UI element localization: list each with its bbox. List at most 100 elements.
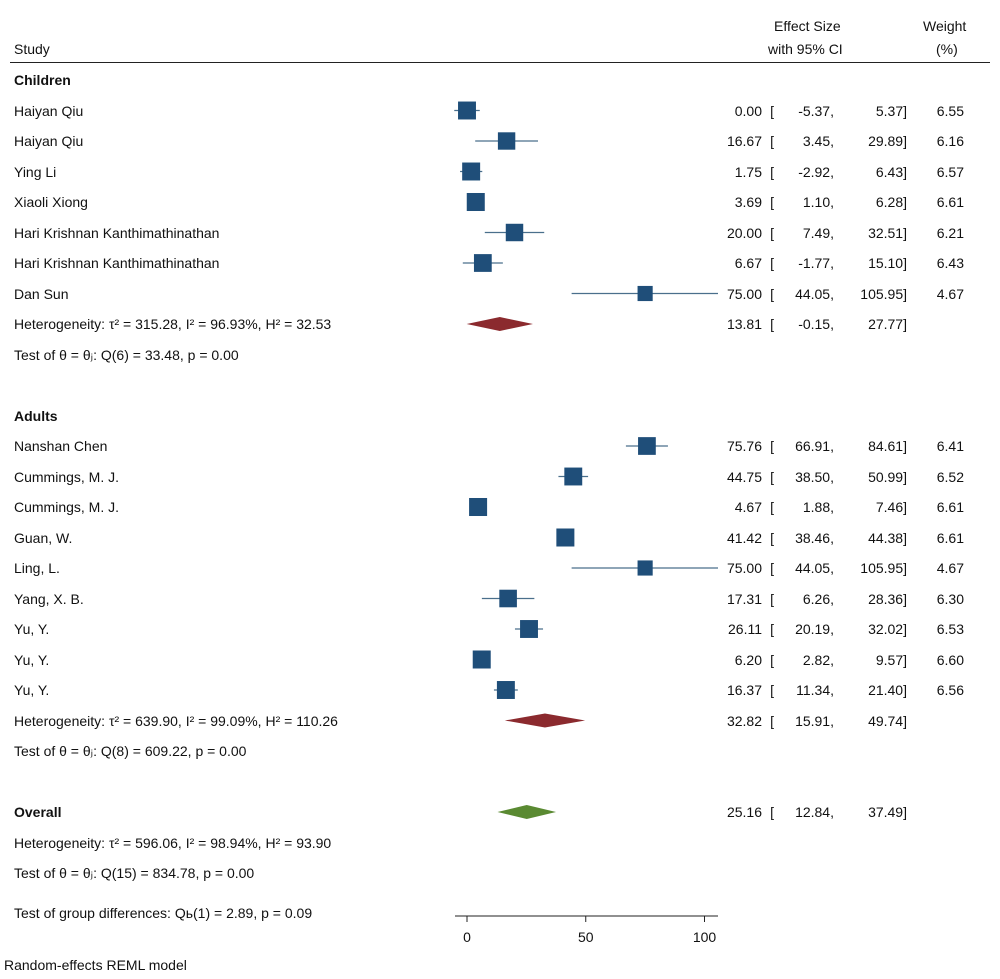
study-marker xyxy=(472,650,491,669)
ci-upper-value: 29.89] xyxy=(868,133,907,149)
ci-open-bracket: [ xyxy=(770,712,774,729)
ci-open-bracket: [ xyxy=(770,194,774,210)
effect-size-value: 6.20 xyxy=(734,651,762,668)
study-label: Dan Sun xyxy=(14,285,69,302)
ci-lower-value: 2.82, xyxy=(802,651,834,668)
ci-upper-value: 84.61] xyxy=(868,438,907,454)
ci-upper-value: 28.36] xyxy=(868,590,907,607)
ci-lower-value: 12.84, xyxy=(795,804,834,820)
ci-open-bracket: [ xyxy=(770,224,774,241)
weight-value: 6.61 xyxy=(936,194,964,210)
weight-value: 6.61 xyxy=(936,499,964,515)
study-column-header: Study xyxy=(14,41,50,57)
study-marker xyxy=(505,223,524,242)
heterogeneity-text: Heterogeneity: τ² = 639.90, I² = 99.09%,… xyxy=(14,712,338,729)
effect-size-value: 25.16 xyxy=(726,804,762,820)
ci-open-bracket: [ xyxy=(770,163,774,180)
ci-upper-value: 105.95] xyxy=(860,285,907,302)
study-label: Xiaoli Xiong xyxy=(14,194,88,210)
study-marker xyxy=(497,132,516,150)
ci-open-bracket: [ xyxy=(770,499,774,515)
ci-upper-value: 27.77] xyxy=(868,316,907,332)
study-marker xyxy=(469,497,488,517)
x-axis-tick-label: 0 xyxy=(463,929,471,945)
weight-value: 6.43 xyxy=(936,255,964,271)
weight-value: 6.21 xyxy=(936,224,964,241)
weight-value: 6.61 xyxy=(936,529,964,546)
ci-lower-value: -0.15, xyxy=(798,316,834,332)
ci-upper-value: 9.57] xyxy=(875,651,907,668)
weight-value: 6.52 xyxy=(936,468,964,485)
effect-size-value: 32.82 xyxy=(726,712,762,729)
ci-lower-value: 11.34, xyxy=(796,682,834,698)
effect-size-value: 16.37 xyxy=(726,682,762,698)
stat-text: Heterogeneity: τ² = 596.06, I² = 98.94%,… xyxy=(14,834,332,851)
header-rule xyxy=(10,62,990,63)
ci-upper-value: 50.99] xyxy=(868,468,907,485)
ci-lower-value: 3.45, xyxy=(802,133,834,149)
effect-size-value: 6.67 xyxy=(734,255,762,271)
ci-upper-value: 15.10] xyxy=(868,255,907,271)
effect-size-value: 41.42 xyxy=(726,529,762,546)
study-label: Haiyan Qiu xyxy=(14,102,84,119)
ci-upper-value: 32.51] xyxy=(868,224,907,241)
ci-lower-value: 1.88, xyxy=(802,499,834,515)
stat-text: Test of θ = θⱼ: Q(15) = 834.78, p = 0.00 xyxy=(14,865,255,881)
effect-size-value: 13.81 xyxy=(726,316,762,332)
effect-size-value: 75.76 xyxy=(726,438,762,454)
ci-upper-value: 37.49] xyxy=(868,804,907,820)
ci-open-bracket: [ xyxy=(770,133,774,149)
effect-size-value: 75.00 xyxy=(726,560,762,576)
weight-value: 6.41 xyxy=(936,438,964,454)
study-marker xyxy=(496,681,515,699)
effect-size-value: 1.75 xyxy=(734,163,762,180)
weight-header-line1: Weight xyxy=(923,18,967,34)
study-label: Cummings, M. J. xyxy=(14,468,120,485)
ci-lower-value: 6.26, xyxy=(802,590,834,607)
ci-open-bracket: [ xyxy=(770,255,774,271)
ci-upper-value: 32.02] xyxy=(868,621,907,637)
effect-size-value: 75.00 xyxy=(726,285,762,302)
ci-lower-value: 7.49, xyxy=(802,224,834,241)
study-marker xyxy=(638,437,656,455)
effect-size-value: 3.69 xyxy=(734,194,762,210)
study-label: Yu, Y. xyxy=(14,651,50,668)
effect-size-value: 17.31 xyxy=(726,590,762,607)
ci-open-bracket: [ xyxy=(770,651,774,668)
ci-lower-value: 38.50, xyxy=(795,468,834,485)
study-marker xyxy=(466,192,485,212)
ci-lower-value: 15.91, xyxy=(795,712,834,729)
study-marker xyxy=(499,589,517,608)
effect-size-value: 16.67 xyxy=(726,133,762,149)
study-label: Guan, W. xyxy=(14,529,73,546)
ci-lower-value: -1.77, xyxy=(798,255,834,271)
ci-lower-value: 1.10, xyxy=(802,194,834,210)
ci-open-bracket: [ xyxy=(770,804,774,820)
ci-lower-value: 44.05, xyxy=(795,285,834,302)
ci-open-bracket: [ xyxy=(770,438,774,454)
stat-text: Test of group differences: Qь(1) = 2.89,… xyxy=(14,904,313,921)
effect-size-value: 4.67 xyxy=(734,499,762,515)
ci-upper-value: 7.46] xyxy=(875,499,907,515)
weight-value: 6.56 xyxy=(936,682,964,698)
ci-open-bracket: [ xyxy=(770,316,774,332)
ci-upper-value: 5.37] xyxy=(875,102,907,119)
study-marker xyxy=(473,254,492,272)
weight-header-line2: (%) xyxy=(936,41,958,57)
study-marker xyxy=(462,162,481,181)
ci-upper-value: 105.95] xyxy=(860,560,907,576)
study-label: Hari Krishnan Kanthimathinathan xyxy=(14,224,220,241)
study-marker xyxy=(637,560,653,576)
model-footnote: Random-effects REML model xyxy=(4,957,187,973)
study-label: Nanshan Chen xyxy=(14,438,108,454)
study-label: Yu, Y. xyxy=(14,682,50,698)
x-axis-tick-label: 100 xyxy=(693,929,717,945)
study-label: Ling, L. xyxy=(14,560,60,576)
effect-size-value: 20.00 xyxy=(726,224,762,241)
ci-open-bracket: [ xyxy=(770,529,774,546)
study-label: Yu, Y. xyxy=(14,621,50,637)
effect-size-header-line2: with 95% CI xyxy=(768,41,843,57)
weight-value: 6.55 xyxy=(936,102,964,119)
effect-size-value: 44.75 xyxy=(726,468,762,485)
